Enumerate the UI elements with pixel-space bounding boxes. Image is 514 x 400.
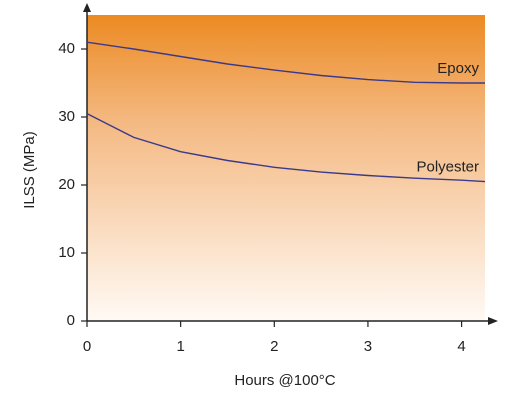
x-tick-label: 3	[364, 338, 372, 355]
y-tick-label: 0	[67, 312, 75, 329]
y-tick-label: 20	[58, 176, 75, 193]
line-series	[86, 41, 485, 84]
x-tick-label: 2	[270, 338, 278, 355]
x-tick-label: 4	[457, 338, 465, 355]
x-axis-arrow	[488, 317, 498, 325]
y-axis-arrow	[83, 3, 91, 12]
series-label: Epoxy	[437, 60, 479, 77]
y-tick-label: 10	[58, 244, 75, 261]
series-label: Polyester	[416, 159, 479, 176]
line-series	[86, 112, 486, 183]
x-tick-label: 1	[176, 338, 184, 355]
y-axis-label: ILSS (MPa)	[21, 131, 38, 209]
y-tick-label: 30	[58, 108, 75, 125]
x-tick-label: 0	[83, 338, 91, 355]
x-axis-label: Hours @100°C	[234, 372, 335, 389]
y-tick-label: 40	[58, 40, 75, 57]
